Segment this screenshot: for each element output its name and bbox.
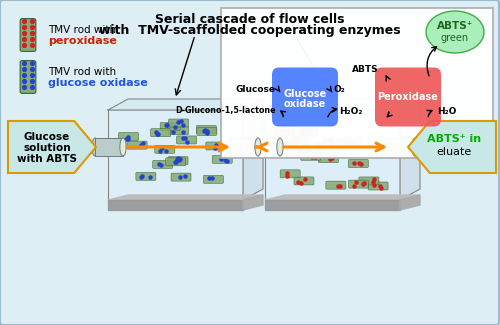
- Text: glucose oxidase: glucose oxidase: [48, 78, 148, 88]
- Ellipse shape: [120, 138, 126, 156]
- FancyBboxPatch shape: [274, 128, 294, 136]
- Ellipse shape: [277, 138, 283, 156]
- FancyBboxPatch shape: [118, 133, 139, 140]
- Polygon shape: [230, 138, 258, 156]
- FancyBboxPatch shape: [20, 19, 36, 51]
- FancyBboxPatch shape: [318, 155, 338, 162]
- Polygon shape: [400, 99, 420, 200]
- Text: peroxidase: peroxidase: [48, 36, 117, 46]
- FancyBboxPatch shape: [348, 160, 368, 167]
- FancyBboxPatch shape: [324, 138, 344, 147]
- FancyBboxPatch shape: [152, 161, 172, 168]
- Ellipse shape: [412, 138, 418, 156]
- Text: Peroxidase: Peroxidase: [378, 92, 438, 102]
- Polygon shape: [265, 200, 400, 210]
- FancyBboxPatch shape: [212, 155, 232, 163]
- FancyBboxPatch shape: [280, 170, 300, 178]
- Text: ABTS⁺ in: ABTS⁺ in: [427, 134, 481, 144]
- FancyBboxPatch shape: [20, 60, 36, 93]
- Polygon shape: [243, 195, 263, 210]
- FancyBboxPatch shape: [136, 172, 156, 180]
- Polygon shape: [108, 195, 263, 200]
- Text: TMV rod with: TMV rod with: [48, 25, 116, 35]
- Ellipse shape: [255, 138, 261, 156]
- Text: H₂O: H₂O: [437, 107, 456, 115]
- FancyBboxPatch shape: [204, 176, 224, 183]
- Text: green: green: [441, 33, 469, 43]
- FancyBboxPatch shape: [294, 177, 314, 185]
- FancyBboxPatch shape: [168, 119, 188, 127]
- FancyBboxPatch shape: [127, 141, 147, 149]
- FancyBboxPatch shape: [298, 128, 318, 136]
- FancyBboxPatch shape: [290, 136, 310, 144]
- FancyBboxPatch shape: [359, 177, 379, 185]
- Ellipse shape: [249, 138, 255, 156]
- Text: ABTS⁺: ABTS⁺: [437, 21, 473, 31]
- FancyBboxPatch shape: [342, 137, 361, 145]
- Polygon shape: [108, 99, 263, 110]
- FancyBboxPatch shape: [314, 142, 334, 150]
- Polygon shape: [387, 138, 415, 156]
- Text: O₂: O₂: [334, 84, 346, 94]
- Polygon shape: [108, 200, 243, 210]
- Text: Glucose: Glucose: [284, 89, 327, 99]
- FancyBboxPatch shape: [108, 110, 243, 200]
- FancyBboxPatch shape: [166, 158, 186, 166]
- Ellipse shape: [227, 138, 233, 156]
- FancyBboxPatch shape: [272, 68, 338, 126]
- FancyBboxPatch shape: [348, 180, 368, 188]
- Polygon shape: [8, 121, 96, 173]
- FancyBboxPatch shape: [196, 125, 216, 134]
- Polygon shape: [408, 121, 496, 173]
- Text: ABTS: ABTS: [352, 64, 379, 73]
- FancyBboxPatch shape: [375, 68, 441, 126]
- FancyBboxPatch shape: [300, 152, 320, 160]
- Text: Glucose: Glucose: [236, 84, 276, 94]
- FancyBboxPatch shape: [150, 129, 171, 137]
- Ellipse shape: [92, 138, 98, 156]
- Ellipse shape: [426, 11, 484, 53]
- FancyBboxPatch shape: [265, 110, 400, 200]
- FancyBboxPatch shape: [197, 127, 217, 136]
- FancyBboxPatch shape: [326, 181, 346, 189]
- Text: H₂O₂: H₂O₂: [339, 107, 362, 115]
- FancyBboxPatch shape: [286, 149, 306, 156]
- FancyBboxPatch shape: [168, 127, 188, 135]
- Ellipse shape: [384, 138, 390, 156]
- Polygon shape: [252, 138, 280, 156]
- FancyBboxPatch shape: [368, 182, 388, 190]
- Text: D-Glucono-1,5-lactone: D-Glucono-1,5-lactone: [176, 107, 276, 115]
- Text: Serial cascade of flow cells: Serial cascade of flow cells: [155, 13, 345, 26]
- FancyBboxPatch shape: [155, 145, 175, 153]
- Polygon shape: [400, 195, 420, 210]
- Text: with ABTS: with ABTS: [17, 154, 77, 164]
- Text: eluate: eluate: [436, 147, 472, 157]
- Text: solution: solution: [23, 143, 71, 153]
- Polygon shape: [265, 195, 420, 200]
- FancyBboxPatch shape: [206, 142, 226, 150]
- FancyBboxPatch shape: [278, 141, 298, 150]
- Polygon shape: [95, 138, 123, 156]
- Polygon shape: [243, 99, 263, 200]
- FancyBboxPatch shape: [171, 173, 191, 181]
- FancyBboxPatch shape: [176, 136, 197, 144]
- Text: with  TMV-scaffolded cooperating enzymes: with TMV-scaffolded cooperating enzymes: [99, 24, 401, 37]
- FancyBboxPatch shape: [221, 8, 493, 158]
- Text: Glucose: Glucose: [24, 132, 70, 142]
- FancyBboxPatch shape: [160, 123, 180, 131]
- Text: TMV rod with: TMV rod with: [48, 67, 116, 77]
- FancyBboxPatch shape: [168, 157, 188, 165]
- Text: oxidase: oxidase: [284, 99, 326, 109]
- FancyBboxPatch shape: [304, 145, 324, 153]
- Polygon shape: [265, 99, 420, 110]
